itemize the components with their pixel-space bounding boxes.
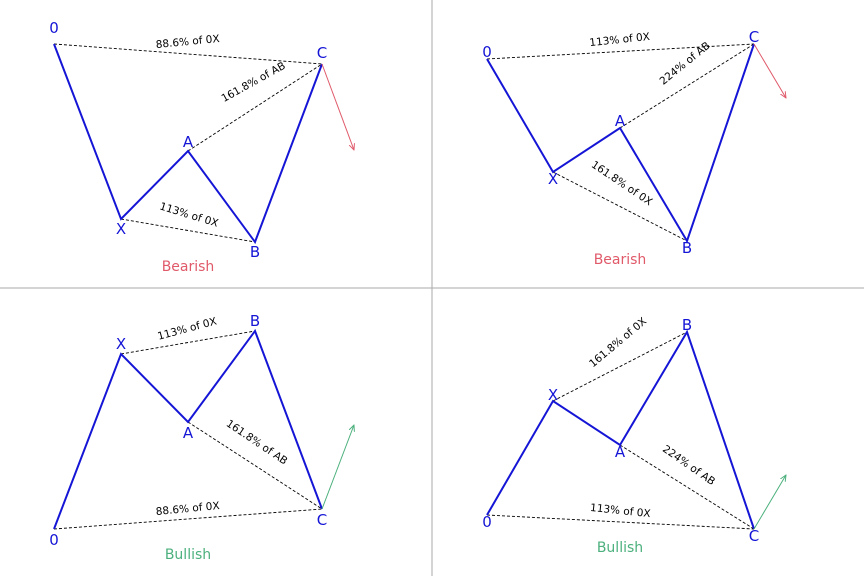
point-label-x: X bbox=[548, 170, 558, 188]
point-label-c: C bbox=[317, 44, 327, 62]
ratio-line-a-c bbox=[187, 421, 323, 510]
point-label-x: X bbox=[116, 220, 126, 238]
ratio-line-a-c bbox=[619, 43, 755, 129]
ratio-label: 113% of 0X bbox=[589, 31, 651, 49]
ratio-label: 113% of 0X bbox=[158, 201, 220, 230]
point-label-c: C bbox=[317, 511, 327, 529]
pattern-line bbox=[486, 329, 755, 530]
down-arrow-icon bbox=[321, 63, 354, 150]
point-label-b: B bbox=[250, 312, 260, 330]
ratio-line-x-b bbox=[552, 331, 688, 402]
point-label-zero: 0 bbox=[482, 43, 492, 61]
panel-top-left: 0 X A B C 88.6% of 0X 161.8% of AB 113% of 0X Be… bbox=[49, 19, 354, 275]
ratio-label: 224% of AB bbox=[658, 40, 713, 88]
pattern-caption: Bullish bbox=[165, 547, 211, 563]
pattern-line bbox=[486, 43, 755, 244]
panel-top-right: 0 X A B C 113% of 0X 224% of AB 161.8% of 0X Bea… bbox=[482, 28, 786, 268]
ratio-label: 224% of AB bbox=[660, 443, 717, 488]
ratio-label: 88.6% of 0X bbox=[155, 500, 220, 518]
ratio-label: 161.8% of 0X bbox=[589, 159, 654, 208]
ratio-line-x-b bbox=[120, 330, 256, 355]
point-label-zero: 0 bbox=[49, 531, 59, 549]
ratio-label: 113% of 0X bbox=[156, 315, 218, 342]
pattern-caption: Bearish bbox=[594, 252, 647, 268]
ratio-label: 88.6% of 0X bbox=[155, 33, 220, 51]
point-label-a: A bbox=[615, 112, 626, 130]
ratio-line-x-b bbox=[120, 218, 256, 243]
ratio-line-a-c bbox=[619, 444, 755, 530]
point-label-b: B bbox=[250, 243, 260, 261]
panel-bottom-left: 0 X A B C 113% of 0X 161.8% of AB 88.6% of 0X Bu… bbox=[49, 312, 354, 563]
ratio-label: 161.8% of AB bbox=[219, 60, 287, 105]
point-label-zero: 0 bbox=[49, 19, 59, 37]
panel-bottom-right: 0 X A B C 161.8% of 0X 224% of AB 113% of 0X Bul… bbox=[482, 315, 786, 556]
point-label-b: B bbox=[682, 316, 692, 334]
ratio-line-0-c bbox=[486, 43, 755, 60]
ratio-line-0-c bbox=[486, 514, 755, 530]
point-label-c: C bbox=[749, 527, 759, 545]
point-label-x: X bbox=[548, 386, 558, 404]
down-arrow-icon bbox=[753, 43, 786, 98]
ratio-label: 161.8% of AB bbox=[224, 418, 290, 468]
point-label-x: X bbox=[116, 335, 126, 353]
pattern-line bbox=[53, 43, 323, 245]
point-label-c: C bbox=[749, 28, 759, 46]
up-arrow-icon bbox=[321, 425, 354, 510]
ratio-label: 161.8% of 0X bbox=[587, 315, 649, 370]
pattern-caption: Bearish bbox=[162, 259, 215, 275]
point-label-zero: 0 bbox=[482, 513, 492, 531]
point-label-a: A bbox=[183, 133, 194, 151]
pattern-caption: Bullish bbox=[597, 540, 643, 556]
ratio-label: 113% of 0X bbox=[590, 502, 652, 520]
point-label-a: A bbox=[615, 443, 626, 461]
pattern-line bbox=[53, 328, 323, 530]
ratio-line-a-c bbox=[187, 63, 323, 152]
point-label-b: B bbox=[682, 239, 692, 257]
ratio-line-x-b bbox=[552, 171, 688, 242]
up-arrow-icon bbox=[753, 475, 786, 530]
point-label-a: A bbox=[183, 424, 194, 442]
